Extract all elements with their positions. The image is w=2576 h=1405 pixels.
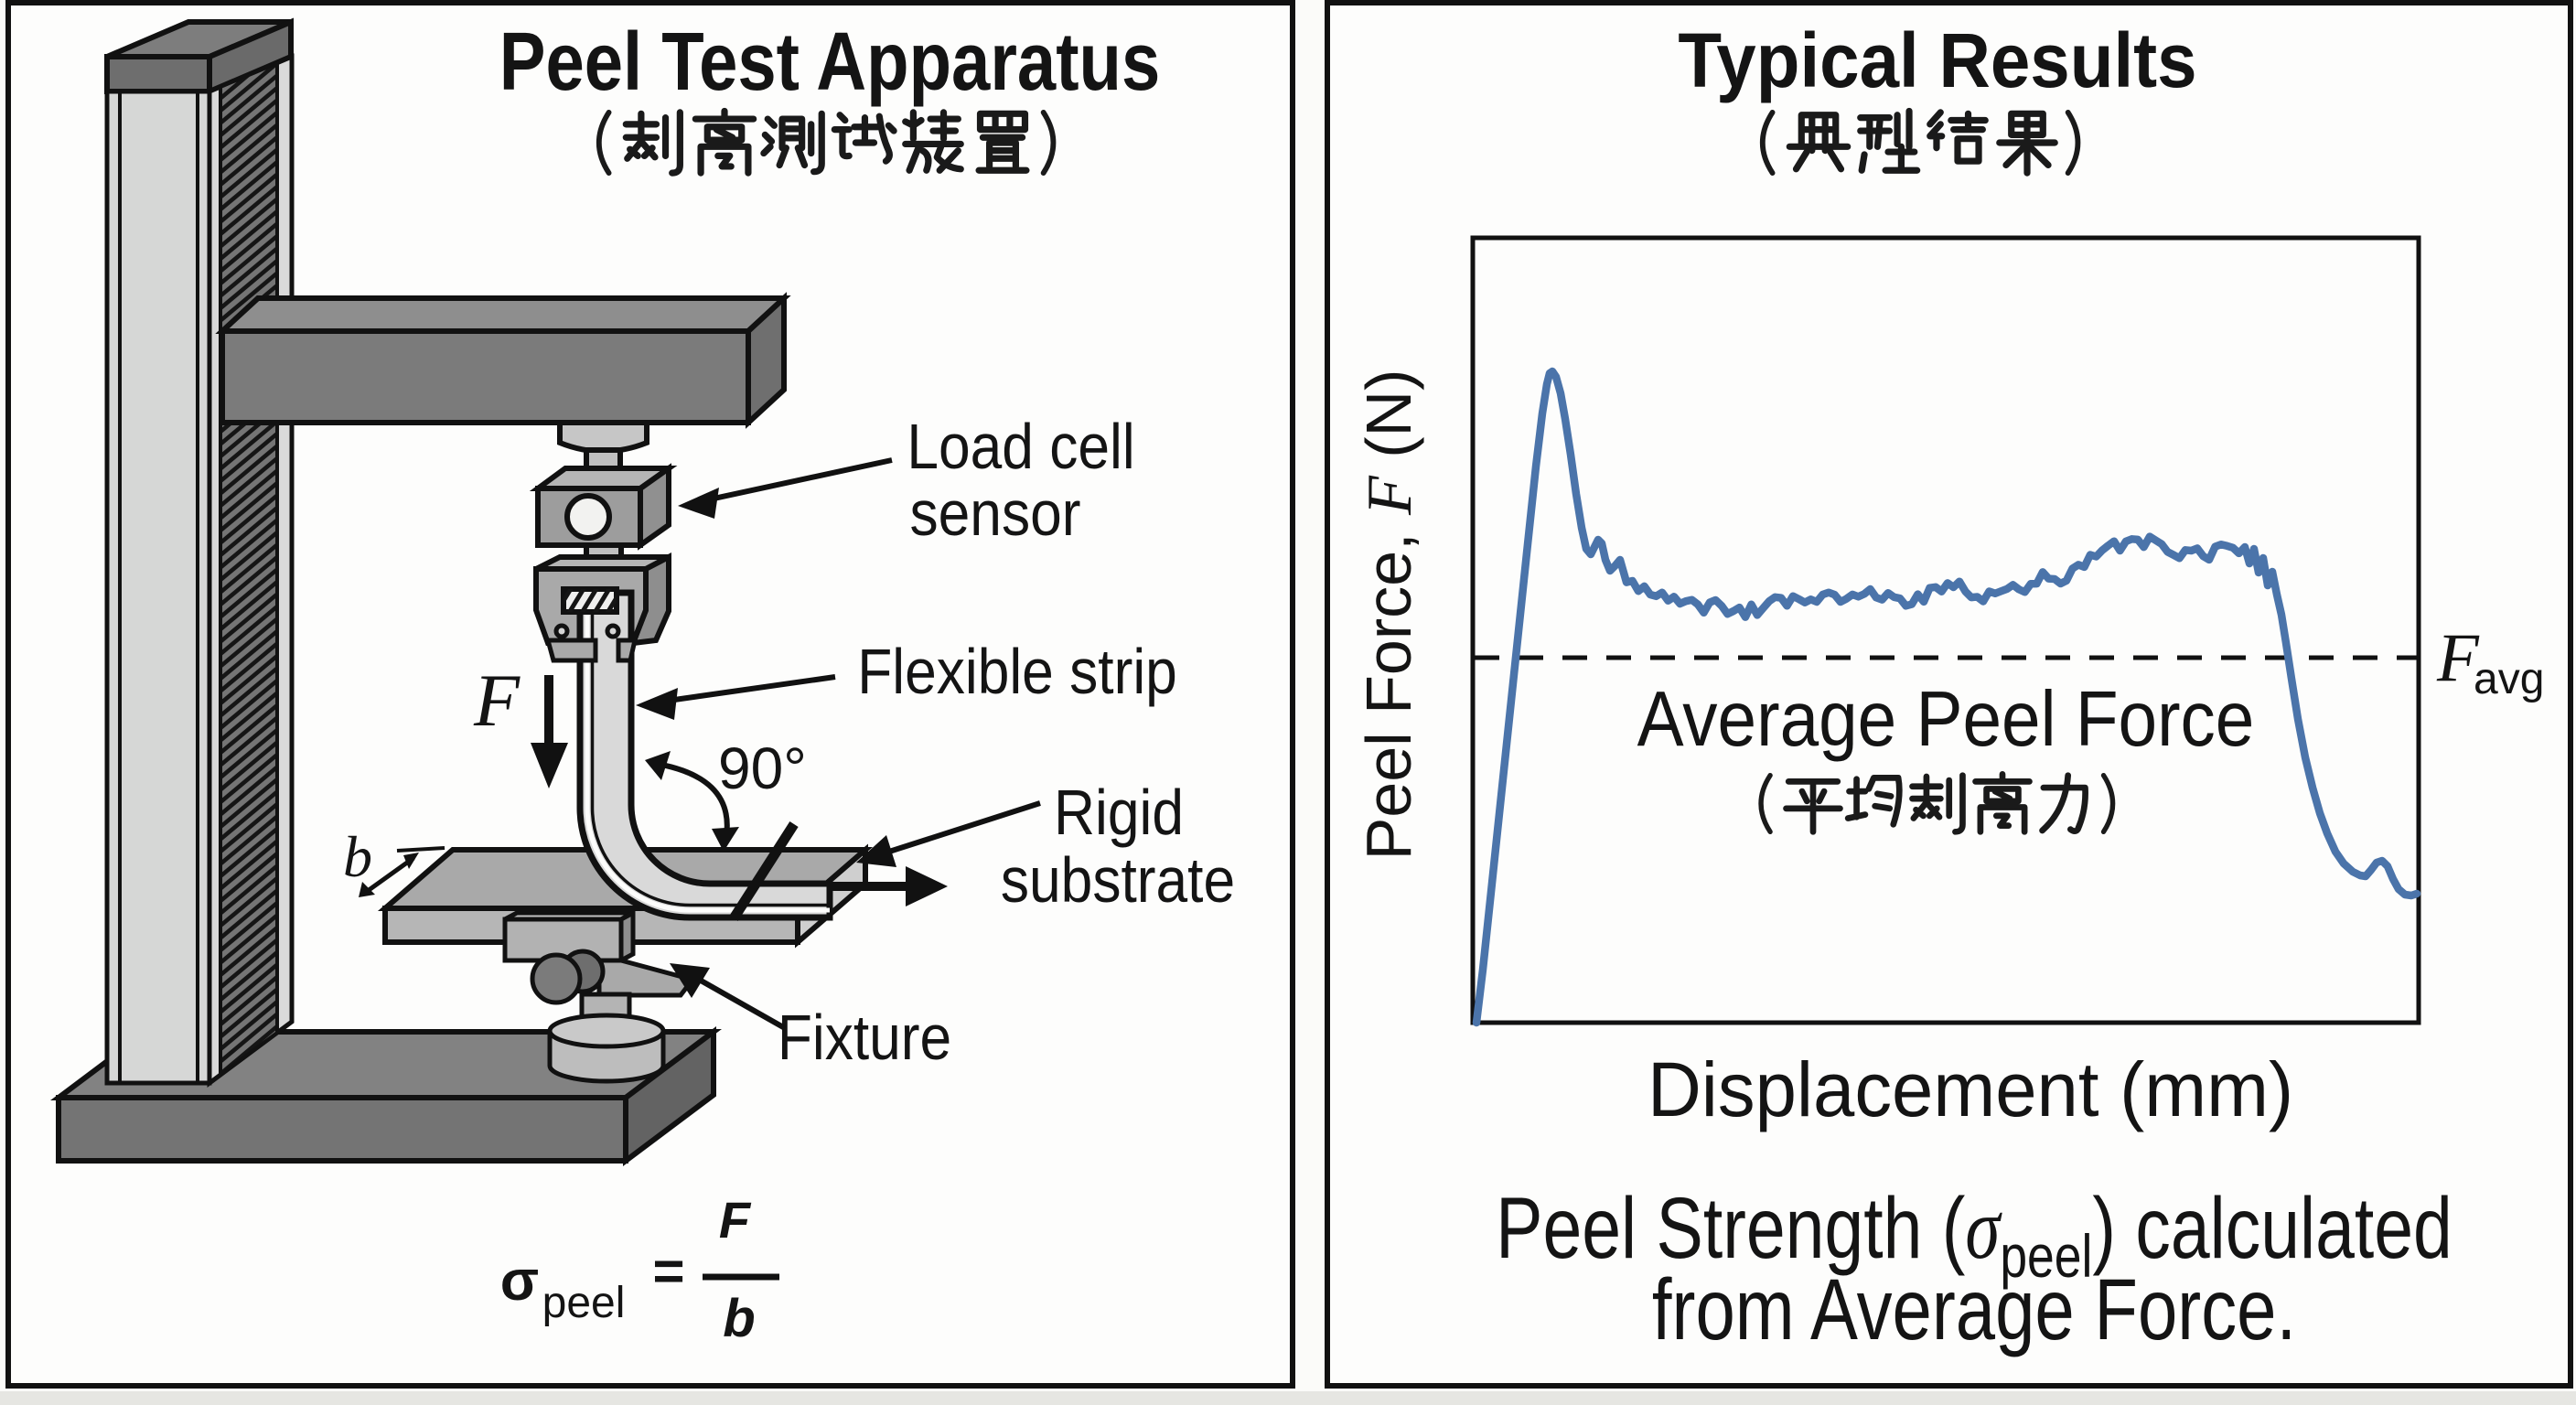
svg-text:F: F xyxy=(473,659,521,742)
svg-text:Fixture: Fixture xyxy=(778,1003,951,1074)
svg-text:substrate: substrate xyxy=(1001,845,1235,917)
svg-text:Peel Strength (σpeel) calculat: Peel Strength (σpeel) calculated xyxy=(1496,1180,2453,1290)
svg-text:b: b xyxy=(343,824,372,889)
svg-text:Load cell: Load cell xyxy=(907,412,1134,483)
svg-text:from Average Force.: from Average Force. xyxy=(1652,1261,2296,1358)
svg-text:peel: peel xyxy=(542,1279,626,1327)
svg-text:F: F xyxy=(719,1191,752,1249)
svg-text:b: b xyxy=(723,1289,755,1348)
svg-text:Flexible strip: Flexible strip xyxy=(857,637,1177,708)
svg-text:Typical Results: Typical Results xyxy=(1678,18,2196,103)
svg-text:Average Peel Force: Average Peel Force xyxy=(1637,676,2255,763)
svg-text:Peel Force, F (N): Peel Force, F (N) xyxy=(1353,370,1425,861)
svg-text:Displacement (mm): Displacement (mm) xyxy=(1648,1046,2293,1132)
svg-text:sensor: sensor xyxy=(910,478,1081,550)
svg-text:=: = xyxy=(652,1240,684,1302)
svg-text:avg: avg xyxy=(2474,655,2544,703)
svg-text:σ: σ xyxy=(500,1249,539,1313)
svg-text:Rigid: Rigid xyxy=(1054,778,1184,849)
svg-text:Peel Test Apparatus: Peel Test Apparatus xyxy=(499,16,1161,107)
svg-text:90°: 90° xyxy=(718,735,807,801)
svg-text:F: F xyxy=(2436,620,2480,696)
